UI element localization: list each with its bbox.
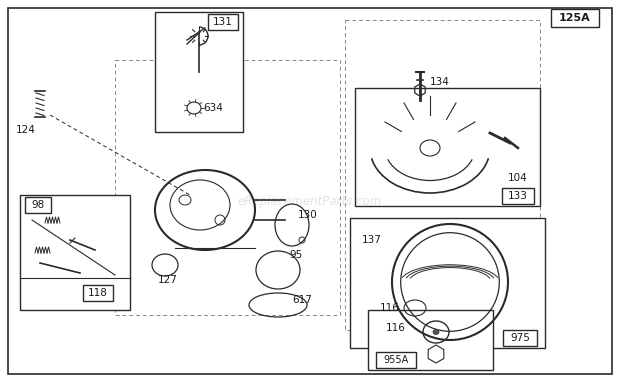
Text: 955A: 955A bbox=[383, 355, 409, 365]
Text: 118: 118 bbox=[88, 288, 108, 298]
Text: eReplacementParts.com: eReplacementParts.com bbox=[238, 194, 382, 207]
Bar bbox=[502, 188, 534, 204]
Bar bbox=[350, 218, 545, 348]
Bar bbox=[20, 195, 130, 310]
Bar bbox=[376, 352, 416, 368]
Bar bbox=[208, 14, 238, 30]
Text: 116: 116 bbox=[386, 323, 406, 333]
Bar bbox=[83, 285, 113, 301]
Text: 124: 124 bbox=[16, 125, 36, 135]
Bar bbox=[368, 310, 493, 370]
Bar bbox=[551, 9, 599, 27]
Bar bbox=[25, 197, 51, 213]
Text: 127: 127 bbox=[158, 275, 178, 285]
Ellipse shape bbox=[433, 330, 439, 335]
Bar bbox=[345, 20, 540, 330]
Text: 116: 116 bbox=[380, 303, 400, 313]
Bar bbox=[503, 330, 537, 346]
Text: 137: 137 bbox=[362, 235, 382, 245]
Text: 125A: 125A bbox=[559, 13, 591, 23]
Text: 134: 134 bbox=[430, 77, 450, 87]
Text: 131: 131 bbox=[213, 17, 233, 27]
Text: 133: 133 bbox=[508, 191, 528, 201]
Text: 95: 95 bbox=[290, 250, 303, 260]
Text: 634: 634 bbox=[203, 103, 223, 113]
Text: 975: 975 bbox=[510, 333, 530, 343]
Bar bbox=[155, 12, 243, 132]
Text: 130: 130 bbox=[298, 210, 318, 220]
Text: 617: 617 bbox=[292, 295, 312, 305]
Bar bbox=[355, 88, 540, 206]
Bar bbox=[115, 60, 340, 315]
Text: 104: 104 bbox=[508, 173, 528, 183]
Text: 98: 98 bbox=[32, 200, 45, 210]
